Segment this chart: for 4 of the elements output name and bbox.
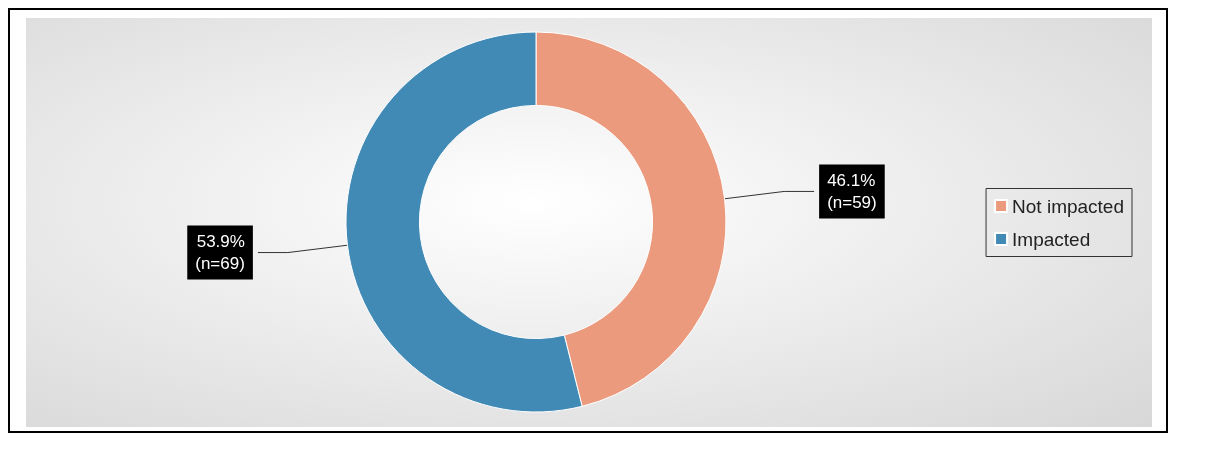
legend-label: Impacted	[1012, 228, 1091, 250]
data-label: 53.9% (n=69)	[195, 232, 245, 274]
data-label: 46.1% (n=59)	[827, 170, 877, 212]
legend-label: Not impacted	[1012, 195, 1125, 217]
